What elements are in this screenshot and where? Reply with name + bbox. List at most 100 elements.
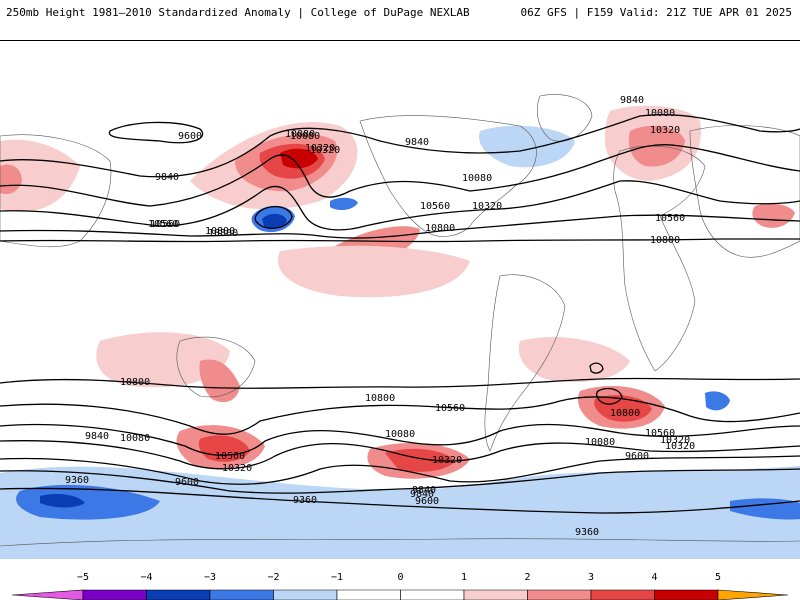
contour-label: 10320 (222, 463, 252, 474)
anomaly-region-neg1-south (0, 466, 800, 559)
contour-label: 10320 (305, 143, 335, 154)
colorbar-tick-label: 5 (715, 572, 721, 583)
contour-label: 10080 (385, 429, 415, 440)
anomaly-map: 9840 10080 10320 9600 9840 10080 10320 10560 108… (0, 40, 800, 559)
contour-label: 9840 (620, 95, 644, 106)
colorbar-tick-label: −2 (267, 572, 279, 583)
contour-label: 9600 (178, 131, 202, 142)
colorbar-swatch (209, 589, 274, 600)
colorbar-swatch (590, 589, 655, 600)
contour-label: 10080 (285, 129, 315, 140)
colorbar-tick-label: −5 (77, 572, 89, 583)
colorbar-tick-label: 0 (397, 572, 403, 583)
anomaly-region-neg2-south-ind (705, 391, 730, 411)
anomaly-region-neg2-se (730, 498, 800, 520)
contour-10800-north (0, 238, 800, 243)
contour-label: 10800 (650, 235, 680, 246)
colorbar-swatch (654, 589, 719, 600)
contour-label: 9840 (410, 489, 434, 500)
contour-label: 10080 (585, 437, 615, 448)
contour-label: 10560 (150, 219, 180, 230)
model-run-info: 06Z GFS | F159 Valid: 21Z TUE APR 01 202… (520, 6, 792, 19)
contour-10800-south (0, 377, 800, 389)
contour-label: 10320 (660, 435, 690, 446)
contour-label: 10800 (205, 226, 235, 237)
greenland-outline (537, 94, 593, 142)
contour-label: 10560 (148, 219, 178, 230)
contour-high-south-ind (596, 387, 623, 405)
contour-high-south-atl (589, 362, 604, 374)
colorbar-swatch (717, 589, 789, 600)
contour-9600-south (0, 468, 800, 494)
anomaly-region-pos3-south-nz (198, 435, 250, 462)
contour-10560-north (0, 214, 800, 239)
contour-label: 9600 (415, 496, 439, 507)
asia-west-outline (0, 134, 112, 248)
contour-label: 10800 (425, 223, 455, 234)
anomaly-shading (0, 105, 800, 559)
asia-outline (689, 125, 800, 258)
contour-label: 10560 (215, 451, 245, 462)
contour-label: 10560 (420, 201, 450, 212)
contour-10320-north (0, 180, 800, 231)
colorbar-swatch (273, 589, 338, 600)
map-canvas: 9840100801032096009840100801032010560108… (0, 94, 800, 559)
colorbar-tick-label: 1 (461, 572, 467, 583)
europe-africa-outline (613, 145, 706, 372)
contour-label: 10320 (665, 441, 695, 452)
anomaly-region-pos4-npac (280, 148, 318, 169)
contour-label: 9840 (412, 485, 436, 496)
contour-label: 10320 (310, 145, 340, 156)
anomaly-region-pos2-east (752, 203, 795, 228)
anomaly-region-pos2-aus (199, 359, 240, 403)
anomaly-region-neg2-gulf (330, 197, 358, 211)
contour-label: 9600 (175, 477, 199, 488)
contour-10080-north (0, 144, 800, 207)
antarctica-outline (0, 538, 800, 547)
contour-10080-south (0, 440, 800, 470)
contour-10560-south (0, 396, 800, 435)
contour-label: 9600 (625, 451, 649, 462)
north-america-outline (359, 115, 537, 237)
colorbar-swatch (336, 589, 401, 600)
colorbar-swatch (400, 589, 465, 600)
anomaly-region-neg3-pac-low (262, 213, 287, 229)
contour-label: 10080 (645, 108, 675, 119)
south-america-outline (484, 274, 566, 452)
colorbar-canvas: −5 −4 −3 −2 −1 0 1 2 3 4 5 (11, 572, 789, 600)
anomaly-region-pos2-asia (0, 164, 22, 195)
colorbar-swatch (463, 589, 528, 600)
map-title: 250mb Height 1981–2010 Standardized Anom… (6, 6, 470, 19)
contour-label: 9360 (575, 527, 599, 538)
contour-label: 9360 (65, 475, 89, 486)
colorbar-tick-label: 3 (588, 572, 594, 583)
colorbar-swatch (527, 589, 592, 600)
contour-label: 9840 (155, 172, 179, 183)
height-contours (0, 114, 800, 514)
colorbar-swatch (82, 589, 147, 600)
contour-label: 9360 (293, 495, 317, 506)
colorbar-tick-label: −4 (140, 572, 152, 583)
anomaly-region-pos1-asia (0, 139, 80, 212)
anomaly-region-neg3-south (40, 493, 85, 508)
colorbar-swatch (11, 589, 84, 600)
contour-label: 10560 (655, 213, 685, 224)
contour-label: 10080 (120, 433, 150, 444)
contour-9840-south (0, 455, 800, 485)
contour-label: 9840 (85, 431, 109, 442)
contour-label: 10800 (610, 408, 640, 419)
contour-9360-south (0, 487, 800, 514)
colorbar-tick-label: 2 (524, 572, 530, 583)
colorbar: −5 −4 −3 −2 −1 0 1 2 3 4 5 (0, 560, 800, 600)
contour-label: 10800 (365, 393, 395, 404)
contour-label: 10080 (290, 131, 320, 142)
contour-low-pac (254, 206, 293, 229)
contour-9840-north (0, 114, 800, 178)
colorbar-tick-label: 4 (651, 572, 657, 583)
colorbar-ticks: −5 −4 −3 −2 −1 0 1 2 3 4 5 (77, 572, 721, 583)
colorbar-swatch (146, 589, 211, 600)
contour-label: 10560 (435, 403, 465, 414)
colorbar-tick-label: −1 (331, 572, 343, 583)
contour-10320-south (0, 423, 800, 456)
contour-label: 10800 (120, 377, 150, 388)
